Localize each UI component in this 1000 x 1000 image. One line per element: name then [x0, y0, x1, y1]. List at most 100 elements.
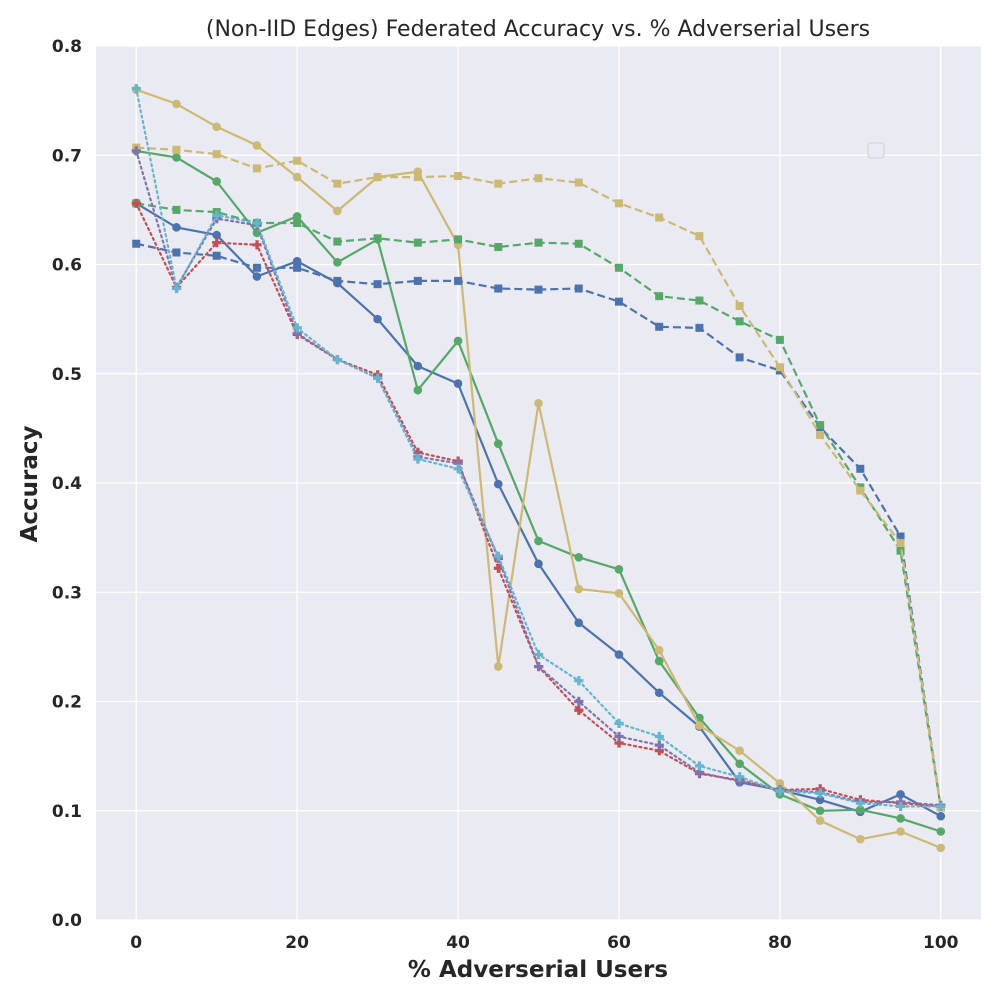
- data-point: [293, 218, 302, 227]
- data-point: [373, 314, 382, 324]
- data-point: [775, 779, 785, 788]
- data-point: [655, 322, 664, 331]
- data-point: [896, 790, 905, 799]
- data-point: [896, 801, 906, 811]
- data-point: [574, 284, 583, 293]
- data-point: [735, 746, 744, 755]
- data-point: [574, 584, 584, 594]
- y-tick-label: 0.1: [52, 802, 82, 822]
- data-point: [333, 237, 342, 246]
- data-point: [373, 280, 382, 289]
- data-point: [574, 618, 584, 628]
- y-tick-label: 0.0: [52, 911, 82, 931]
- data-point: [654, 746, 664, 756]
- data-point: [453, 464, 463, 474]
- data-point: [574, 676, 584, 686]
- y-tick-label: 0.5: [52, 365, 82, 385]
- data-point: [534, 285, 543, 294]
- data-point: [293, 263, 302, 272]
- data-point: [614, 263, 623, 272]
- data-point: [695, 721, 704, 730]
- data-point: [614, 199, 623, 208]
- data-point: [453, 379, 463, 388]
- data-point: [574, 239, 583, 248]
- data-point: [856, 464, 865, 473]
- data-point: [614, 565, 624, 574]
- y-axis-label: Accuracy: [17, 426, 43, 543]
- data-point: [855, 798, 866, 808]
- data-point: [454, 172, 463, 181]
- data-point: [493, 551, 503, 561]
- data-point: [815, 816, 825, 825]
- x-tick-label: 60: [607, 933, 631, 953]
- data-point: [172, 99, 181, 109]
- data-point: [333, 179, 342, 188]
- x-tick-label: 80: [768, 933, 792, 953]
- y-tick-label: 0.7: [52, 146, 82, 166]
- data-point: [212, 210, 222, 220]
- data-point: [453, 336, 463, 346]
- data-point: [333, 276, 342, 285]
- data-point: [574, 178, 583, 187]
- data-point: [454, 235, 463, 244]
- data-point: [735, 317, 744, 326]
- data-point: [614, 731, 624, 742]
- data-point: [856, 805, 865, 814]
- data-point: [172, 223, 181, 232]
- data-point: [373, 373, 383, 383]
- data-point: [131, 84, 141, 94]
- data-point: [494, 179, 503, 188]
- y-tick-label: 0.3: [52, 583, 82, 603]
- data-point: [775, 363, 784, 372]
- data-point: [212, 251, 221, 260]
- data-point: [212, 150, 221, 159]
- data-point: [534, 661, 544, 672]
- data-point: [292, 323, 302, 333]
- data-point: [574, 696, 584, 707]
- data-point: [695, 232, 704, 241]
- data-point: [493, 563, 503, 573]
- data-point: [735, 772, 745, 782]
- data-point: [896, 539, 905, 548]
- y-tick-label: 0.4: [52, 474, 82, 494]
- data-point: [815, 806, 825, 816]
- data-point: [252, 263, 261, 272]
- data-point: [896, 814, 905, 823]
- data-point: [413, 238, 422, 247]
- data-point: [534, 398, 543, 408]
- x-tick-label: 0: [130, 933, 142, 953]
- x-tick-label: 40: [446, 933, 470, 953]
- data-point: [534, 174, 543, 183]
- data-point: [534, 649, 544, 660]
- data-point: [252, 164, 261, 173]
- data-point: [172, 153, 181, 162]
- data-point: [172, 205, 181, 214]
- data-point: [493, 479, 503, 489]
- data-point: [131, 198, 141, 208]
- data-point: [413, 361, 423, 371]
- data-point: [654, 740, 664, 750]
- data-point: [574, 552, 584, 562]
- data-point: [413, 385, 423, 395]
- data-point: [132, 239, 141, 248]
- data-point: [896, 546, 905, 555]
- data-point: [292, 212, 302, 221]
- series-3: [131, 85, 946, 853]
- data-point: [332, 354, 343, 365]
- data-point: [252, 218, 262, 228]
- data-point: [413, 173, 422, 182]
- data-point: [373, 173, 382, 182]
- data-point: [896, 827, 905, 836]
- data-point: [534, 238, 543, 247]
- series-2: [131, 146, 946, 836]
- data-point: [172, 145, 181, 154]
- data-point: [212, 238, 222, 248]
- tick-labels: 0 20 40 60 80 100 0.0 0.1 0.2 0.3 0.4 0.5 0.6 0.7 0.8: [52, 37, 959, 953]
- data-point: [494, 243, 503, 252]
- data-point: [534, 536, 543, 546]
- data-point: [775, 786, 785, 796]
- data-point: [494, 284, 503, 293]
- data-point: [292, 256, 302, 266]
- legend-box: [867, 142, 885, 159]
